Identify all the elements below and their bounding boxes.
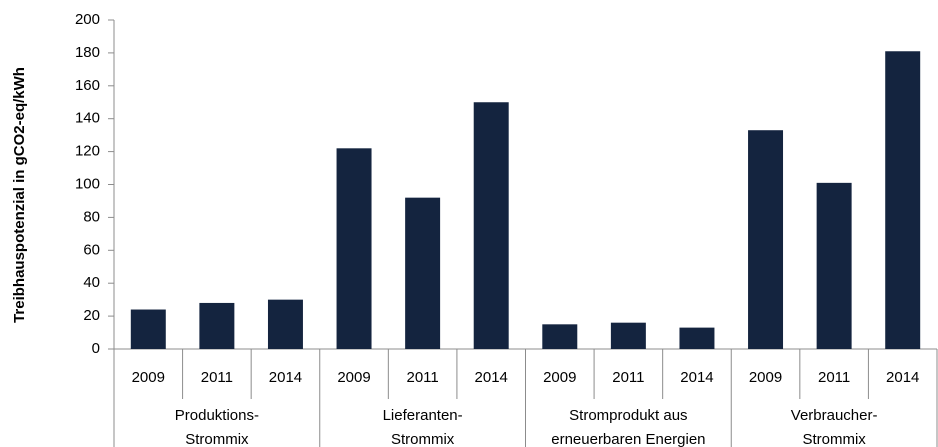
- bar: [473, 102, 509, 349]
- x-tick-label: 2011: [406, 369, 438, 386]
- bar: [885, 51, 921, 349]
- y-tick-label: 200: [75, 11, 100, 28]
- y-tick-label: 0: [92, 340, 100, 357]
- x-tick-label: 2011: [612, 369, 644, 386]
- x-tick-label: 2009: [543, 369, 576, 386]
- y-tick-label: 20: [83, 307, 100, 324]
- y-tick-label: 100: [75, 175, 100, 192]
- y-tick-label: 80: [83, 208, 100, 225]
- y-tick-label: 160: [75, 77, 100, 94]
- group-label: Produktions-: [175, 407, 259, 424]
- group-label: Strommix: [391, 431, 455, 447]
- group-label: Lieferanten-: [383, 407, 463, 424]
- x-tick-label: 2009: [337, 369, 370, 386]
- x-tick-label: 2014: [886, 369, 919, 386]
- bar: [405, 197, 441, 349]
- x-tick-label: 2009: [132, 369, 165, 386]
- x-tick-label: 2014: [269, 369, 302, 386]
- group-label: Strommix: [185, 431, 249, 447]
- y-tick-label: 140: [75, 110, 100, 127]
- group-label: Strommix: [802, 431, 866, 447]
- bar: [679, 327, 715, 349]
- bar: [199, 302, 235, 349]
- x-tick-label: 2014: [680, 369, 713, 386]
- y-tick-label: 60: [83, 241, 100, 258]
- y-axis-label: Treibhauspotenzial in gCO2-eq/kWh: [11, 67, 28, 323]
- bar: [130, 309, 166, 349]
- bar: [816, 182, 852, 349]
- bar: [748, 130, 784, 349]
- y-tick-label: 180: [75, 44, 100, 61]
- group-label: erneuerbaren Energien: [551, 431, 705, 447]
- y-tick-label: 120: [75, 143, 100, 160]
- x-tick-label: 2014: [475, 369, 508, 386]
- x-tick-label: 2009: [749, 369, 782, 386]
- group-label: Stromprodukt aus: [569, 407, 687, 424]
- bar: [542, 324, 578, 349]
- group-label: Verbraucher-: [791, 407, 878, 424]
- bar: [336, 148, 372, 349]
- x-tick-label: 2011: [818, 369, 850, 386]
- y-tick-label: 40: [83, 274, 100, 291]
- bar: [267, 299, 303, 349]
- bar: [610, 322, 646, 349]
- x-tick-label: 2011: [201, 369, 233, 386]
